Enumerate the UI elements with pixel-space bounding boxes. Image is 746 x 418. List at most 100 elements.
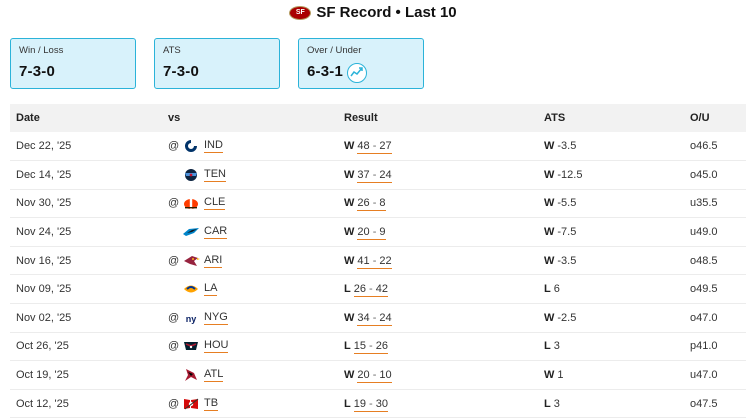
score-opponent: 26	[375, 340, 389, 353]
opponent-cell: @ ny NYG	[162, 304, 338, 333]
score-opponent: 42	[375, 283, 389, 296]
ou-cell: o46.5	[690, 140, 718, 153]
away-marker: @	[168, 340, 180, 353]
opponent-link[interactable]: IND	[204, 139, 223, 154]
result-wl: W	[344, 311, 355, 324]
opponent-cell: TEN	[162, 161, 338, 190]
cardinals-logo-icon	[182, 254, 200, 268]
ats-cell: W -7.5	[538, 218, 684, 247]
score-separator: -	[365, 340, 376, 353]
table-row: Oct 12, '25 @ TB L 19 - 30 L 3 o47.5	[10, 389, 746, 418]
score-team: 20	[357, 369, 370, 382]
ats-line: -3.5	[557, 254, 577, 267]
ats-value: 7-3-0	[163, 63, 200, 80]
result-wl: L	[344, 397, 351, 410]
game-date: Oct 12, '25	[16, 397, 69, 410]
ats-line: -2.5	[557, 311, 577, 324]
opponent-link[interactable]: LA	[204, 282, 218, 297]
table-row: Oct 19, '25 ATL W 20 - 10 W 1 u47.0	[10, 361, 746, 390]
buccaneers-logo-icon	[182, 397, 200, 411]
game-date: Dec 14, '25	[16, 168, 72, 181]
score-link[interactable]: 41 - 22	[357, 254, 392, 269]
ats-wl: W	[544, 197, 555, 210]
page-title-text: SF Record • Last 10	[316, 4, 457, 21]
ats-line: 6	[553, 283, 560, 296]
ou-cell: u47.0	[690, 369, 718, 382]
score-link[interactable]: 20 - 9	[357, 226, 386, 241]
col-ats[interactable]: ATS	[544, 112, 566, 124]
texans-logo-icon	[182, 339, 200, 353]
ou-cell: u49.0	[690, 226, 718, 239]
score-separator: -	[369, 168, 380, 181]
table-row: Nov 30, '25 @ CLE W 26 - 8 W -5.5 u35.5	[10, 189, 746, 218]
score-link[interactable]: 26 - 42	[353, 283, 389, 298]
away-marker: @	[168, 311, 180, 324]
titans-logo-icon	[182, 168, 200, 182]
col-result[interactable]: Result	[344, 112, 378, 124]
score-separator: -	[369, 254, 380, 267]
opponent-link[interactable]: CLE	[204, 196, 226, 211]
score-link[interactable]: 19 - 30	[353, 397, 389, 412]
trend-icon[interactable]	[347, 63, 367, 83]
result-cell: L 19 - 30	[338, 389, 538, 418]
ats-line: 3	[553, 340, 560, 353]
score-link[interactable]: 48 - 27	[357, 140, 392, 155]
away-marker: @	[168, 140, 180, 153]
col-ou[interactable]: O/U	[690, 112, 710, 124]
score-team: 26	[357, 197, 370, 210]
ats-line: -12.5	[557, 168, 583, 181]
score-separator: -	[369, 311, 380, 324]
score-link[interactable]: 37 - 24	[357, 168, 392, 183]
opponent-link[interactable]: HOU	[204, 339, 229, 354]
game-date: Nov 24, '25	[16, 226, 72, 239]
ou-cell: u35.5	[690, 197, 718, 210]
result-cell: W 20 - 10	[338, 361, 538, 390]
game-date: Nov 09, '25	[16, 283, 72, 296]
ats-line: -5.5	[557, 197, 577, 210]
ou-cell: o45.0	[690, 168, 718, 181]
table-row: Oct 26, '25 @ HOU L 15 - 26 L 3 p41.0	[10, 332, 746, 361]
score-opponent: 8	[379, 197, 386, 210]
opponent-link[interactable]: TEN	[204, 167, 226, 182]
col-vs[interactable]: vs	[168, 112, 181, 124]
score-team: 19	[353, 397, 366, 410]
opponent-link[interactable]: CAR	[204, 225, 228, 240]
result-wl: W	[344, 254, 355, 267]
game-date: Nov 30, '25	[16, 197, 72, 210]
score-separator: -	[369, 197, 380, 210]
ats-wl: L	[544, 340, 551, 353]
ats-cell: W -2.5	[538, 304, 684, 333]
rams-logo-icon	[182, 282, 200, 296]
ats-wl: W	[544, 311, 555, 324]
opponent-cell: @ IND	[162, 132, 338, 161]
svg-text:ny: ny	[186, 314, 197, 324]
col-date[interactable]: Date	[16, 112, 40, 124]
ats-cell: W -3.5	[538, 132, 684, 161]
table-header-row: Date vs Result ATS O/U	[10, 104, 746, 132]
over-under-value: 6-3-1	[307, 63, 344, 80]
score-team: 20	[357, 226, 370, 239]
score-link[interactable]: 15 - 26	[353, 340, 389, 355]
away-marker: @	[168, 397, 180, 410]
result-cell: L 15 - 26	[338, 332, 538, 361]
ats-line: -7.5	[557, 226, 577, 239]
ou-cell: o48.5	[690, 254, 718, 267]
score-separator: -	[369, 226, 380, 239]
opponent-link[interactable]: NYG	[204, 310, 228, 325]
result-cell: L 26 - 42	[338, 275, 538, 304]
result-wl: W	[344, 140, 355, 153]
score-opponent: 24	[379, 168, 392, 181]
score-link[interactable]: 20 - 10	[357, 369, 392, 384]
result-wl: W	[344, 168, 355, 181]
score-team: 41	[357, 254, 370, 267]
score-team: 26	[353, 283, 366, 296]
away-marker: @	[168, 254, 180, 267]
score-link[interactable]: 26 - 8	[357, 197, 386, 212]
opponent-link[interactable]: ARI	[204, 253, 223, 268]
opponent-link[interactable]: ATL	[204, 368, 224, 383]
opponent-link[interactable]: TB	[204, 396, 219, 411]
score-link[interactable]: 34 - 24	[357, 311, 392, 326]
game-date: Dec 22, '25	[16, 140, 72, 153]
table-row: Nov 24, '25 CAR W 20 - 9 W -7.5 u49.0	[10, 218, 746, 247]
